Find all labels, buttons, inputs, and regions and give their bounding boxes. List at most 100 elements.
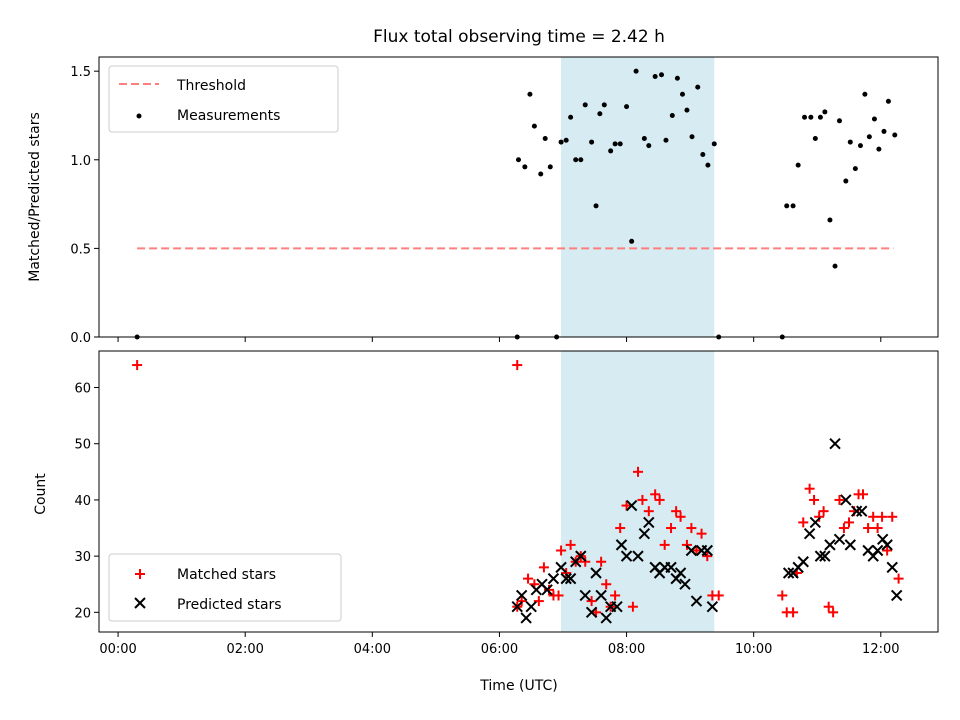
matched-star-point	[659, 539, 670, 550]
predicted-star-point	[881, 539, 893, 551]
x-tick-label: 08:00	[608, 642, 645, 657]
bottom-legend: Matched stars Predicted stars	[108, 553, 342, 622]
cross-stroke	[844, 539, 856, 551]
measurement-point	[817, 114, 823, 120]
matched-star-point	[818, 506, 829, 517]
cross-stroke	[579, 589, 591, 602]
cross-stroke	[679, 578, 691, 590]
y-tick-label: 50	[74, 438, 91, 453]
measurement-point	[652, 73, 658, 79]
y-tick-label: 1.0	[70, 154, 91, 169]
predicted-star-point	[890, 589, 903, 602]
predicted-star-point	[520, 612, 532, 624]
matched-star-point	[596, 556, 607, 567]
cross-stroke	[585, 606, 598, 619]
measurement-point	[573, 157, 579, 163]
measurement-point	[689, 134, 695, 140]
matched-star-point	[632, 466, 643, 477]
measurement-point	[881, 128, 887, 134]
x-tick-label: 00:00	[99, 642, 136, 657]
axes-frame	[98, 56, 939, 338]
measurement-point	[871, 116, 877, 122]
cross-stroke	[862, 544, 874, 557]
measurement-point	[808, 114, 814, 120]
measurement-point	[885, 98, 891, 104]
chart-title: Flux total observing time = 2.42 h	[373, 27, 665, 47]
measurement-point	[705, 162, 711, 168]
cross-stroke	[814, 550, 827, 562]
measurement-point	[608, 148, 614, 154]
predicted-star-point	[585, 606, 598, 619]
y-tick-label: 1.5	[70, 65, 91, 80]
cross-stroke	[856, 505, 868, 517]
predicted-star-point	[803, 527, 816, 540]
measurement-point	[700, 151, 706, 157]
measurement-point	[558, 139, 564, 145]
matched-star-point	[887, 511, 898, 522]
predicted-star-point	[511, 601, 523, 613]
y-tick-label: 20	[74, 606, 91, 621]
cross-stroke	[620, 550, 633, 562]
matched-legend-label: Matched stars	[177, 567, 276, 583]
matched-star-point	[523, 573, 534, 584]
measurement-point	[784, 203, 790, 209]
legend-box	[108, 65, 339, 133]
predicted-star-point	[824, 539, 836, 551]
matched-star-point	[650, 489, 661, 500]
matched-star-point	[643, 506, 654, 517]
measurement-point	[892, 132, 898, 138]
matched-star-point	[681, 539, 692, 550]
matched-star-point	[556, 545, 567, 556]
measurement-point	[827, 217, 833, 223]
measurement-point	[624, 104, 630, 110]
predicted-star-point	[690, 595, 703, 607]
matched-star-point	[675, 511, 686, 522]
cross-stroke	[706, 601, 719, 613]
top-legend: Threshold Measurements	[108, 65, 339, 133]
measurement-point	[843, 178, 849, 184]
matched-star-point	[713, 590, 724, 601]
cross-stroke	[876, 533, 889, 545]
predicted-star-point	[515, 589, 528, 602]
predicted-star-point	[620, 550, 633, 562]
predicted-star-point	[643, 516, 655, 529]
predicted-star-point	[850, 505, 863, 517]
predicted-star-point	[819, 550, 831, 562]
predicted-star-point	[679, 578, 691, 590]
matched-star-point	[788, 607, 799, 618]
matched-star-point	[863, 523, 874, 534]
matched-star-point	[666, 523, 677, 534]
matched-star-point	[654, 494, 665, 505]
cross-stroke	[511, 601, 523, 613]
y-tick-label: 60	[74, 382, 91, 397]
measurement-point	[516, 157, 521, 163]
cross-stroke	[560, 572, 572, 585]
matched-star-point	[615, 523, 626, 534]
cross-stroke	[525, 601, 537, 613]
matched-star-point	[516, 596, 527, 607]
y-tick-label: 0.0	[70, 331, 91, 346]
matched-star-point	[798, 517, 809, 528]
cross-stroke	[803, 527, 816, 540]
cross-stroke	[690, 595, 703, 607]
cross-stroke	[824, 539, 836, 551]
cross-stroke	[850, 505, 863, 517]
measurement-point	[568, 114, 574, 120]
predicted-star-point	[833, 533, 846, 545]
measurement-point	[593, 203, 599, 209]
matched-star-point	[601, 579, 612, 590]
measurement-point	[852, 166, 858, 172]
matched-star-point	[533, 596, 544, 607]
highlight-span	[561, 351, 715, 632]
predicted-star-point	[706, 601, 719, 613]
matched-star-point	[621, 500, 632, 511]
cross-stroke	[611, 601, 623, 613]
predicted-star-point	[547, 572, 560, 585]
matched-star-point	[691, 545, 702, 556]
predicted-star-point	[856, 505, 868, 517]
predicted-star-point	[625, 499, 638, 512]
cross-stroke	[649, 561, 661, 574]
predicted-legend-swatch	[134, 597, 146, 609]
matched-star-point	[512, 360, 523, 371]
cross-stroke	[600, 612, 612, 624]
